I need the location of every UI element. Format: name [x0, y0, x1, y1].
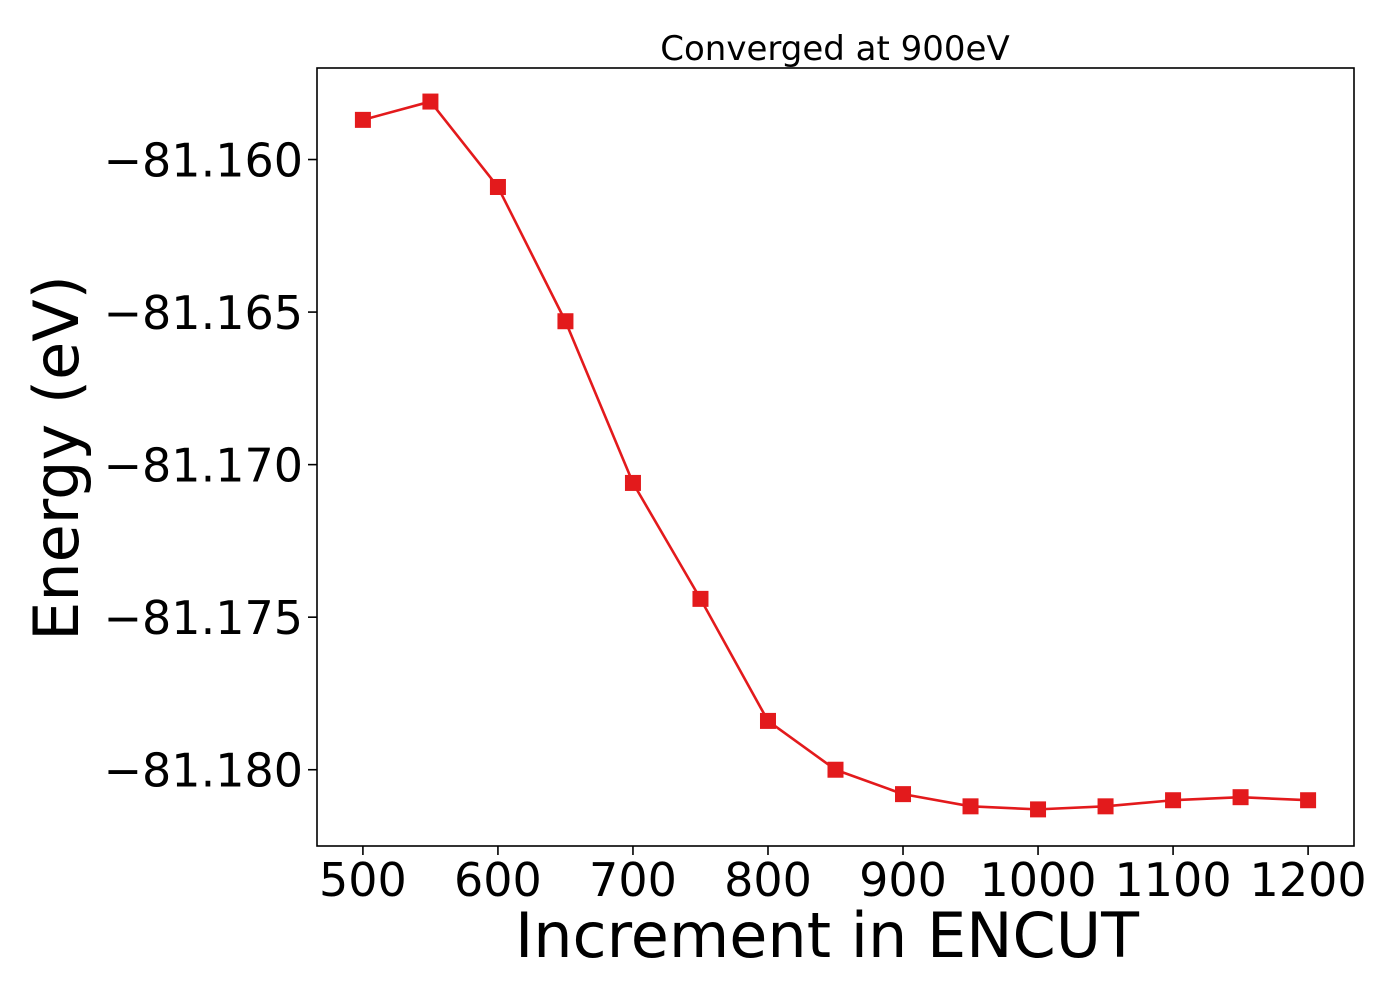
chart-title: Converged at 900eV	[660, 29, 1009, 69]
data-point-750	[692, 590, 709, 607]
data-point-850	[827, 761, 844, 778]
y-axis: −81.160 −81.165 −81.170 −81.175 −81.180	[104, 134, 317, 798]
x-tick-label: 1200	[1250, 853, 1367, 907]
x-axis-label: Increment in ENCUT	[515, 899, 1140, 972]
data-point-550	[422, 93, 439, 110]
x-tick-label: 500	[319, 853, 407, 907]
y-tick-label: −81.160	[104, 134, 304, 188]
data-point-950	[962, 798, 979, 815]
data-point-800	[759, 712, 776, 729]
x-tick-label: 800	[724, 853, 812, 907]
data-point-900	[895, 786, 912, 803]
x-tick-label: 1100	[1115, 853, 1232, 907]
y-tick-label: −81.180	[104, 744, 304, 798]
data-point-1050	[1097, 798, 1114, 815]
y-tick-label: −81.175	[104, 591, 304, 645]
data-point-1100	[1165, 792, 1182, 809]
y-tick-label: −81.170	[104, 439, 304, 493]
x-tick-label: 600	[454, 853, 542, 907]
y-axis-label: Energy (eV)	[20, 275, 93, 641]
data-point-700	[624, 474, 641, 491]
data-point-1200	[1300, 792, 1317, 809]
data-point-1000	[1030, 801, 1047, 818]
data-point-600	[489, 178, 506, 195]
y-tick-label: −81.165	[104, 286, 304, 340]
data-point-650	[557, 313, 574, 330]
x-tick-label: 900	[859, 853, 947, 907]
x-tick-label: 700	[589, 853, 677, 907]
series-line	[362, 100, 1309, 811]
plot-frame	[316, 67, 1355, 847]
series-layer	[354, 93, 1317, 818]
x-axis: 500 600 700 800 900 1000 1100 1200	[319, 846, 1367, 907]
x-tick-label: 1000	[980, 853, 1097, 907]
data-point-1150	[1232, 789, 1249, 806]
data-point-500	[354, 111, 371, 128]
